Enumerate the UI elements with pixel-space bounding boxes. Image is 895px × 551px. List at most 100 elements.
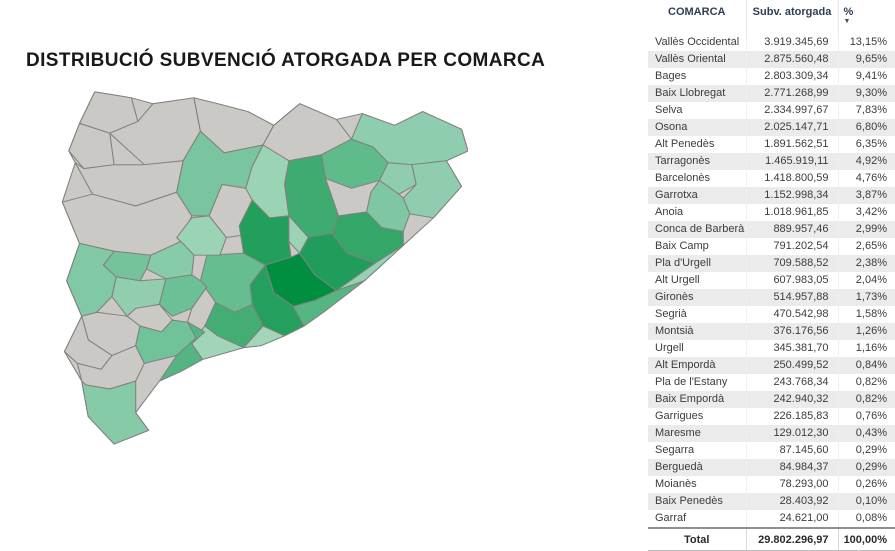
cell-pct: 2,38% [837,255,895,272]
cell-value: 2.875.560,48 [745,51,838,68]
cell-value: 2.025.147,71 [745,119,838,136]
cell-comarca: Baix Llobregat [648,85,746,102]
table-row[interactable]: Vallès Oriental 2.875.560,48 9,65% [648,51,895,68]
table-row[interactable]: Baix Llobregat 2.771.268,99 9,30% [648,85,895,102]
sort-desc-icon: ▼ [843,18,851,25]
table-row[interactable]: Pla de l'Estany 243.768,34 0,82% [648,374,895,391]
table-row[interactable]: Montsià 376.176,56 1,26% [648,323,895,340]
table-row[interactable]: Selva 2.334.997,67 7,83% [648,102,895,119]
cell-pct: 0,26% [837,476,895,493]
cell-comarca: Osona [648,119,746,136]
table-row[interactable]: Maresme 129.012,30 0,43% [648,425,895,442]
map-region-montsia[interactable] [81,380,150,445]
cell-pct: 1,58% [837,306,895,323]
table-row[interactable]: Baix Camp 791.202,54 2,65% [648,238,895,255]
cell-pct: 1,73% [837,289,895,306]
map-region-tarragones[interactable] [158,321,206,382]
cell-pct: 4,76% [837,170,895,187]
cell-pct: 4,92% [837,153,895,170]
cell-value: 226.185,83 [745,408,838,425]
table-row[interactable]: Vallès Occidental 3.919.345,69 13,15% [648,34,895,51]
total-label: Total [648,527,746,551]
cell-value: 250.499,52 [745,357,838,374]
header-pct[interactable]: % ▼ [837,0,895,34]
table-row[interactable]: Bages 2.803.309,34 9,41% [648,68,895,85]
table-row[interactable]: Garraf 24.621,00 0,08% [648,510,895,528]
header-pct-label: % [843,6,854,18]
cell-comarca: Vallès Oriental [648,51,746,68]
header-comarca[interactable]: COMARCA [648,0,746,34]
cell-pct: 9,30% [837,85,895,102]
cell-pct: 2,99% [837,221,895,238]
cell-comarca: Barcelonès [655,172,711,184]
header-subv-atorgada[interactable]: Subv. atorgada [745,0,838,34]
cell-comarca: Vallès Occidental [655,36,740,48]
cell-comarca: Urgell [655,342,684,354]
table-row[interactable]: Alt Urgell 607.983,05 2,04% [648,272,895,289]
cell-comarca: Conca de Barberà [648,221,746,238]
cell-value: 78.293,00 [745,476,838,493]
cell-value: 345.381,70 [745,340,838,357]
cell-value: 709.588,52 [745,255,838,272]
cell-pct: 0,82% [837,374,895,391]
total-row: Total 29.802.296,97 100,00% [648,527,895,551]
table-row[interactable]: Barcelonès 1.418.800,59 4,76% [648,170,895,187]
table-row[interactable]: Garrotxa 1.152.998,34 3,87% [648,187,895,204]
table-row[interactable]: Alt Penedès 1.891.562,51 6,35% [648,136,895,153]
table-row[interactable]: Baix Penedès 28.403,92 0,10% [648,493,895,510]
cell-pct: 2,65% [837,238,895,255]
cell-value: 889.957,46 [745,221,838,238]
cell-comarca: Gironès [648,289,746,306]
map-region-alta-ribagorca[interactable] [68,122,115,170]
table-row[interactable]: Pla d'Urgell 709.588,52 2,38% [648,255,895,272]
map-region-conca-barbera[interactable] [158,274,208,317]
cell-value: 791.202,54 [745,238,838,255]
cell-pct: 7,83% [837,102,895,119]
table-row[interactable]: Tarragonès 1.465.919,11 4,92% [648,153,895,170]
table-row[interactable]: Baix Empordà 242.940,32 0,82% [648,391,895,408]
cell-pct: 1,16% [837,340,895,357]
cell-value: 376.176,56 [745,323,838,340]
table-row[interactable]: Osona 2.025.147,71 6,80% [648,119,895,136]
table-row[interactable]: Anoia 1.018.961,85 3,42% [648,204,895,221]
comarca-table-panel: COMARCA Subv. atorgada % ▼ Vallès Occiden… [648,0,895,551]
total-value: 29.802.296,97 [745,527,838,551]
cell-value: 242.940,32 [745,391,838,408]
table-row[interactable]: Gironès 514.957,88 1,73% [648,289,895,306]
cell-pct: 0,10% [837,493,895,510]
cell-value: 2.334.997,67 [745,102,838,119]
map-region-garrigues[interactable] [111,276,167,317]
cell-pct: 0,29% [837,459,895,476]
cell-comarca: Baix Empordà [648,391,746,408]
table-row[interactable]: Moianès 78.293,00 0,26% [648,476,895,493]
table-row[interactable]: Segrià 470.542,98 1,58% [648,306,895,323]
cell-pct: 0,76% [837,408,895,425]
cell-pct: 6,35% [837,136,895,153]
cell-pct: 0,82% [837,391,895,408]
cell-comarca: Baix Penedès [648,493,746,510]
table-row[interactable]: Alt Empordà 250.499,52 0,84% [648,357,895,374]
cell-comarca: Baix Camp [655,240,709,252]
table-row[interactable]: Segarra 87.145,60 0,29% [648,442,895,459]
cell-comarca: Segarra [655,444,695,456]
cell-comarca: Bages [655,70,687,82]
cell-value: 470.542,98 [745,306,838,323]
table-row[interactable]: Garrigues 226.185,83 0,76% [648,408,895,425]
table-row[interactable]: Conca de Barberà 889.957,46 2,99% [648,221,895,238]
cell-comarca: Tarragonès [648,153,746,170]
total-pct: 100,00% [837,527,895,551]
cell-value: 1.152.998,34 [745,187,838,204]
cell-comarca: Anoia [655,206,684,218]
cell-value: 28.403,92 [745,493,838,510]
cell-pct: 13,15% [837,34,895,51]
cell-value: 24.621,00 [745,510,838,528]
cell-comarca: Segrià [655,308,687,320]
map-svg [61,91,469,445]
cell-comarca: Pla d'Urgell [648,255,746,272]
cell-value: 1.891.562,51 [745,136,838,153]
table-header-row: COMARCA Subv. atorgada % ▼ [648,0,895,34]
table-row[interactable]: Berguedà 84.984,37 0,29% [648,459,895,476]
cell-comarca: Moianès [655,478,697,490]
table-row[interactable]: Urgell 345.381,70 1,16% [648,340,895,357]
cell-pct: 1,26% [837,323,895,340]
